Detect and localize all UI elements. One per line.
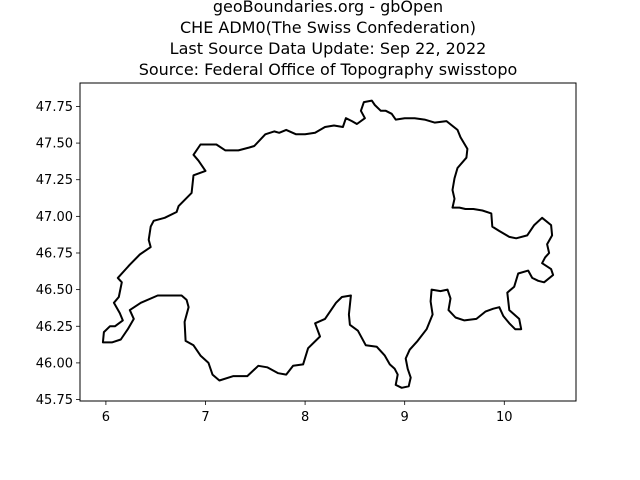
x-tick-label: 10 bbox=[496, 410, 513, 425]
map-title: geoBoundaries.org - gbOpen CHE ADM0(The … bbox=[0, 0, 640, 80]
y-tick-label: 45.75 bbox=[36, 393, 73, 408]
x-tick-label: 9 bbox=[401, 410, 409, 425]
x-tick-label: 6 bbox=[102, 410, 110, 425]
plot-frame bbox=[79, 82, 577, 402]
y-tick-label: 47.00 bbox=[36, 210, 73, 225]
y-tick-label: 46.25 bbox=[36, 320, 73, 335]
axes: 6 7 8 9 10 45.75 46.00 46.25 46.50 46.75 47.00 47.2… bbox=[36, 100, 513, 425]
y-tick-label: 46.50 bbox=[36, 283, 73, 298]
x-tick-label: 8 bbox=[301, 410, 309, 425]
x-tick-label: 7 bbox=[201, 410, 209, 425]
y-tick-label: 46.00 bbox=[36, 356, 73, 371]
y-tick-label: 47.25 bbox=[36, 173, 73, 188]
y-tick-label: 46.75 bbox=[36, 246, 73, 261]
y-tick-label: 47.50 bbox=[36, 137, 73, 152]
country-boundary-line bbox=[101, 99, 555, 389]
y-tick-label: 47.75 bbox=[36, 100, 73, 115]
title-line-update-date: Last Source Data Update: Sep 22, 2022 bbox=[169, 39, 487, 58]
title-line-source-site: geoBoundaries.org - gbOpen bbox=[212, 0, 444, 16]
title-line-country: CHE ADM0(The Swiss Confederation) bbox=[179, 18, 477, 37]
boundary-layer bbox=[101, 99, 555, 389]
title-line-data-source: Source: Federal Office of Topography swi… bbox=[138, 60, 518, 79]
